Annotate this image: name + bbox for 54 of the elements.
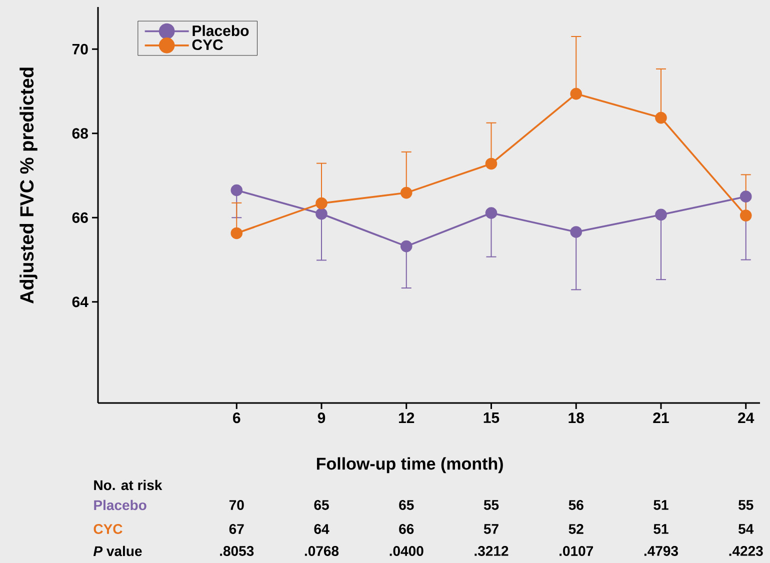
y-tick-label: 66 bbox=[72, 212, 88, 223]
point bbox=[316, 197, 328, 210]
point bbox=[316, 208, 328, 220]
text: P value bbox=[93, 546, 142, 556]
text: 55 bbox=[484, 500, 499, 510]
text: 67 bbox=[229, 524, 244, 534]
point bbox=[230, 184, 243, 196]
text: .4793 bbox=[644, 546, 678, 556]
x-tick-label: 15 bbox=[484, 412, 500, 423]
text: 57 bbox=[484, 524, 498, 534]
text: 70 bbox=[229, 500, 244, 510]
text: .8053 bbox=[220, 546, 254, 556]
text: 55 bbox=[738, 500, 754, 510]
y-tick-label: 64 bbox=[72, 296, 88, 308]
text: .0768 bbox=[304, 546, 339, 556]
point bbox=[570, 226, 582, 238]
point bbox=[485, 207, 498, 219]
text: 66 bbox=[399, 524, 414, 534]
text: No. at risk bbox=[94, 480, 162, 490]
point bbox=[485, 158, 498, 170]
point bbox=[655, 112, 667, 124]
text: Placebo bbox=[94, 500, 146, 510]
legend-label: Placebo bbox=[192, 25, 249, 36]
text: .4223 bbox=[729, 546, 763, 556]
x-axis-title: Follow-up time (month) bbox=[316, 457, 503, 474]
point bbox=[230, 227, 243, 240]
text: 64 bbox=[314, 524, 330, 534]
text: 56 bbox=[568, 500, 584, 510]
text: .3212 bbox=[474, 546, 508, 556]
x-tick-label: 18 bbox=[568, 412, 584, 424]
y-tick-label: 70 bbox=[72, 44, 88, 54]
point bbox=[655, 208, 667, 221]
x-tick-label: 6 bbox=[233, 412, 240, 424]
y-tick-label: 68 bbox=[72, 128, 88, 139]
text: CYC bbox=[94, 524, 122, 534]
text: 51 bbox=[654, 500, 668, 510]
point bbox=[740, 190, 752, 202]
text: 52 bbox=[568, 524, 584, 534]
text: .0400 bbox=[390, 546, 424, 556]
text: 54 bbox=[738, 524, 754, 534]
x-tick-label: 9 bbox=[318, 412, 326, 424]
y-axis-title: Adjusted FVC % predicted bbox=[20, 68, 38, 304]
point bbox=[400, 186, 412, 199]
x-tick-label: 21 bbox=[653, 412, 669, 424]
point bbox=[740, 210, 752, 222]
text: 51 bbox=[654, 524, 668, 534]
text: 65 bbox=[314, 500, 329, 510]
point bbox=[570, 88, 582, 100]
point bbox=[400, 240, 412, 252]
text: 65 bbox=[399, 500, 414, 510]
text: .0107 bbox=[560, 546, 594, 556]
legend-label: CYC bbox=[192, 39, 223, 50]
x-tick-label: 24 bbox=[738, 412, 754, 424]
x-tick-label: 12 bbox=[398, 412, 414, 424]
